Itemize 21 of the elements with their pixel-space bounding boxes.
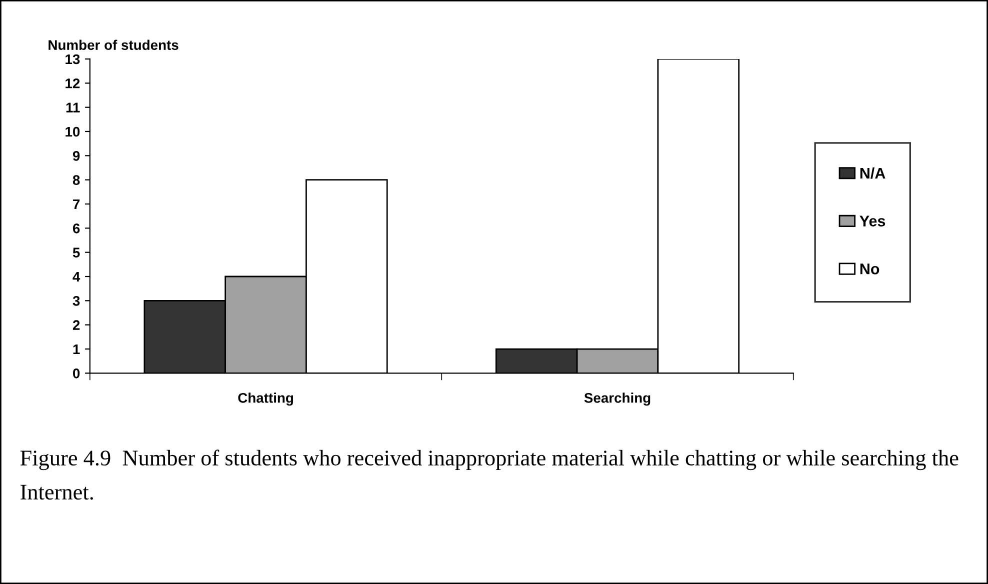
y-tick-label: 12 (66, 78, 80, 88)
y-tick-label: 3 (72, 296, 80, 306)
x-tick-label: Searching (584, 392, 650, 406)
y-tick-label: 9 (72, 150, 80, 161)
y-tick-label: 10 (66, 126, 80, 137)
y-tick-label: 1 (73, 344, 80, 354)
y-tick-label: 8 (72, 175, 80, 185)
y-axis-title: Number of students (48, 40, 178, 50)
legend-label: No (860, 264, 880, 274)
y-tick-label: 13 (66, 54, 80, 64)
y-tick-label: 2 (72, 320, 80, 330)
y-tick-label: 7 (73, 199, 80, 210)
y-tick-label: 4 (72, 272, 80, 282)
y-tick-label: 0 (73, 368, 80, 378)
caption: Figure 4.9 Number of students who received inappropriate material while chatting or while searching the Internet. (20, 450, 958, 500)
y-tick-label: 5 (72, 248, 80, 258)
y-tick-label: 11 (66, 102, 80, 112)
legend-label: Yes (860, 216, 886, 226)
y-tick-label: 6 (72, 224, 80, 234)
x-tick-label: Chatting (238, 392, 293, 406)
legend-label: N/A (860, 167, 886, 179)
